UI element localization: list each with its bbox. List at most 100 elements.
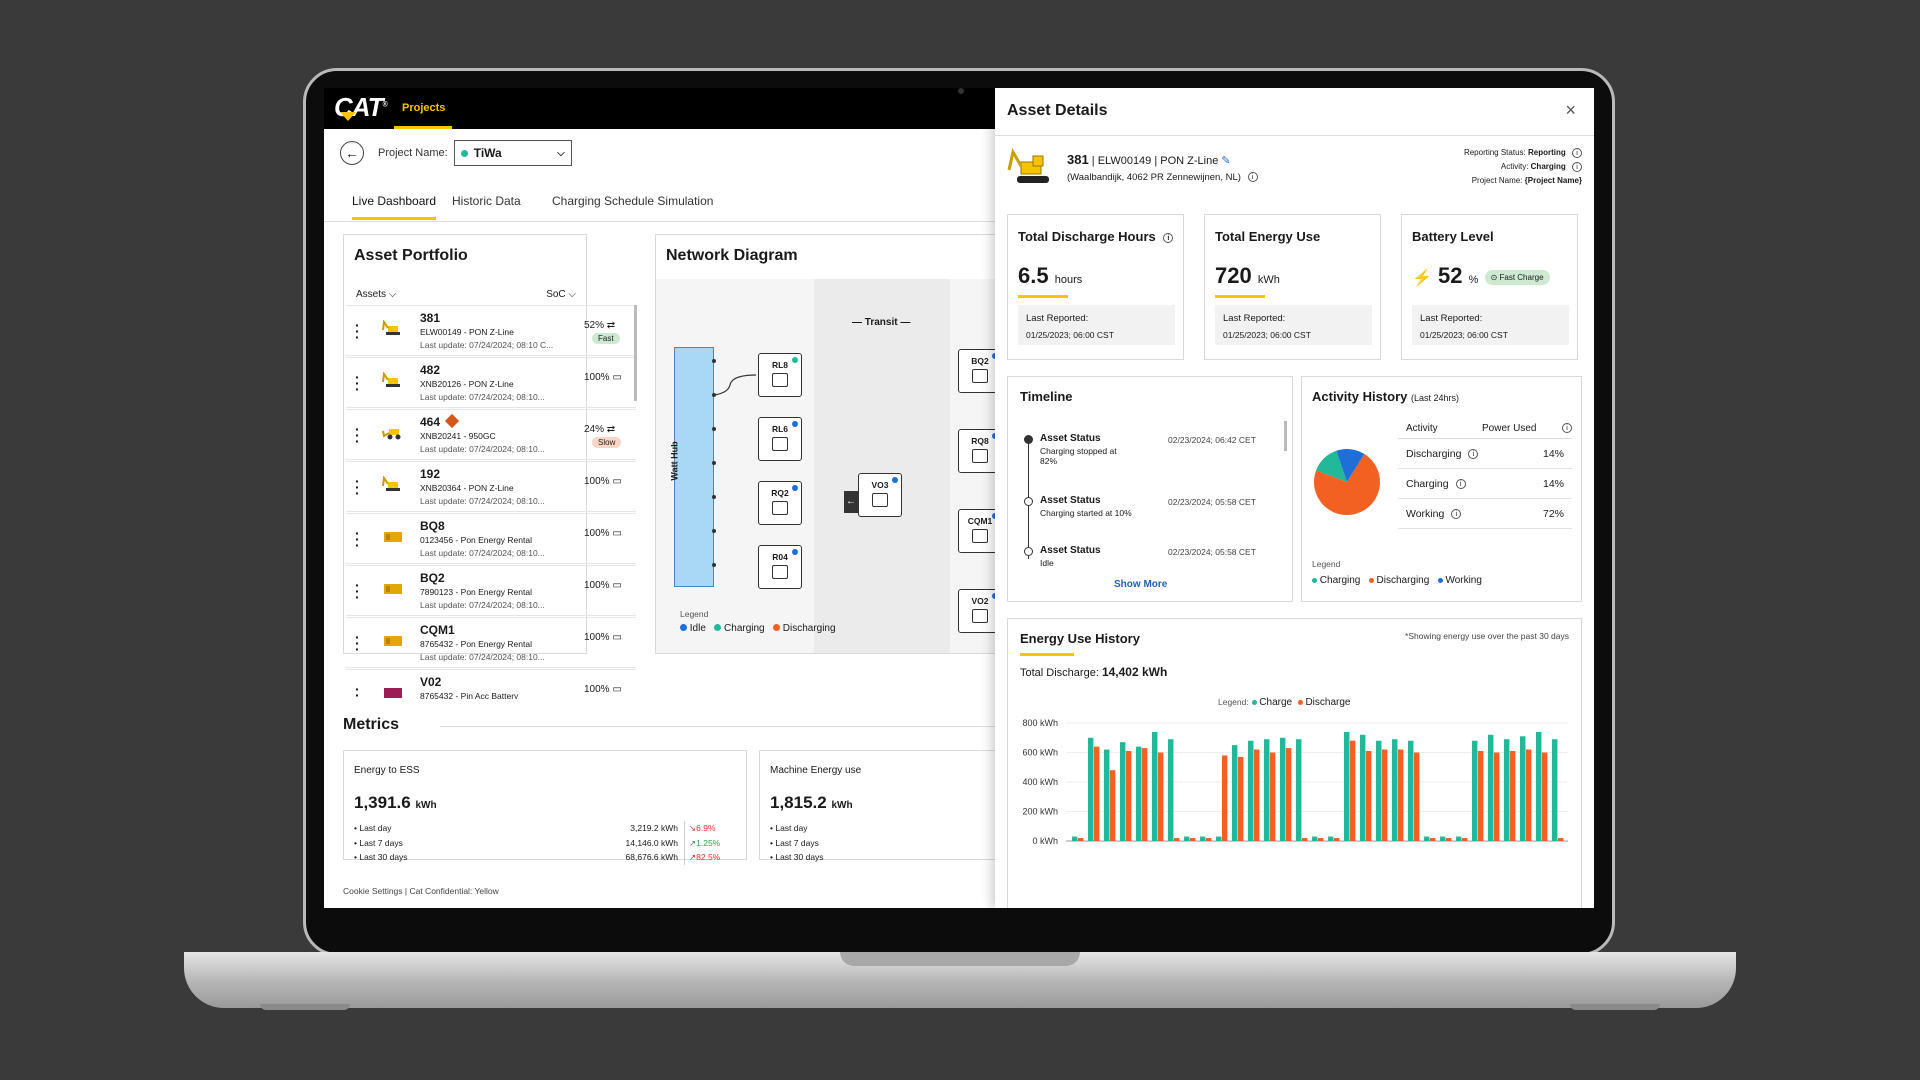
asset-list-scrollbar[interactable] [634, 305, 637, 401]
bar-charge[interactable] [1120, 742, 1126, 841]
arrow-left-icon[interactable]: ← [844, 491, 858, 513]
node-rl8[interactable]: RL8 [758, 353, 802, 397]
kebab-icon[interactable]: ··· [355, 421, 360, 449]
node-r04[interactable]: R04 [758, 545, 802, 589]
bar-charge[interactable] [1088, 737, 1094, 841]
bar-charge[interactable] [1072, 836, 1078, 841]
bar-discharge[interactable] [1125, 751, 1132, 841]
bar-discharge[interactable] [1349, 740, 1356, 841]
bar-discharge[interactable] [1109, 770, 1116, 841]
bar-discharge[interactable] [1365, 751, 1372, 841]
bar-charge[interactable] [1456, 836, 1462, 841]
bar-charge[interactable] [1408, 740, 1414, 841]
kebab-icon[interactable]: ··· [355, 577, 360, 605]
bar-discharge[interactable] [1157, 752, 1164, 842]
node-vo2[interactable]: VO2 [958, 589, 1002, 633]
bar-discharge[interactable] [1189, 838, 1196, 841]
bar-discharge[interactable] [1141, 748, 1148, 841]
project-select[interactable]: TiWa ⌵ [453, 140, 572, 166]
tab-live-dashboard[interactable]: Live Dashboard [352, 194, 437, 220]
asset-row[interactable]: · · · CQM1 8765432 - Pon Energy Rental Las… [346, 617, 636, 668]
footer-text[interactable]: Cookie Settings | Cat Confidential: Yell… [343, 886, 499, 896]
kebab-icon[interactable]: ··· [355, 525, 360, 553]
bar-discharge[interactable] [1237, 756, 1244, 841]
bar-charge[interactable] [1104, 749, 1110, 841]
info-icon[interactable]: i [1572, 147, 1582, 158]
info-icon[interactable]: i [1562, 423, 1572, 433]
bar-discharge[interactable] [1093, 746, 1100, 841]
bar-discharge[interactable] [1333, 838, 1340, 841]
asset-row[interactable]: · · · BQ2 7890123 - Pon Energy Rental Last… [346, 565, 636, 616]
bar-charge[interactable] [1488, 734, 1494, 841]
bar-charge[interactable] [1440, 836, 1446, 841]
bar-discharge[interactable] [1525, 749, 1532, 841]
edit-icon[interactable]: ✎ [1221, 155, 1231, 167]
bar-discharge[interactable] [1445, 838, 1452, 841]
node-vo3[interactable]: VO3 [858, 473, 902, 517]
bar-discharge[interactable] [1477, 751, 1484, 841]
bar-discharge[interactable] [1493, 752, 1500, 842]
bar-discharge[interactable] [1557, 838, 1564, 841]
close-icon[interactable]: × [1565, 100, 1576, 120]
bar-charge[interactable] [1248, 740, 1254, 841]
kebab-icon[interactable]: ··· [355, 681, 360, 699]
bar-discharge[interactable] [1253, 749, 1260, 841]
kebab-icon[interactable]: ··· [355, 629, 360, 657]
bar-charge[interactable] [1344, 731, 1350, 841]
bar-charge[interactable] [1552, 739, 1558, 841]
asset-row[interactable]: ··· V02 8765432 - Pin Acc Battery 100% ▭ [346, 669, 636, 699]
bar-charge[interactable] [1424, 836, 1430, 841]
bar-charge[interactable] [1280, 737, 1286, 841]
bar-discharge[interactable] [1397, 749, 1404, 841]
bar-charge[interactable] [1168, 739, 1174, 841]
bar-charge[interactable] [1264, 739, 1270, 841]
node-rl6[interactable]: RL6 [758, 417, 802, 461]
bar-charge[interactable] [1472, 740, 1478, 841]
bar-charge[interactable] [1184, 836, 1190, 841]
bar-charge[interactable] [1360, 734, 1366, 841]
bar-charge[interactable] [1312, 836, 1318, 841]
bar-discharge[interactable] [1509, 751, 1516, 841]
bar-discharge[interactable] [1461, 838, 1468, 841]
node-bq2[interactable]: BQ2 [958, 349, 1002, 393]
bar-charge[interactable] [1200, 836, 1206, 841]
bar-charge[interactable] [1152, 731, 1158, 841]
bar-discharge[interactable] [1413, 752, 1420, 842]
bar-charge[interactable] [1376, 740, 1382, 841]
info-icon[interactable]: i [1163, 232, 1174, 243]
bar-discharge[interactable] [1381, 749, 1388, 841]
nav-projects[interactable]: Projects [402, 102, 446, 114]
asset-row[interactable]: · · · BQ8 0123456 - Pon Energy Rental Last… [346, 513, 636, 564]
bar-charge[interactable] [1392, 739, 1398, 841]
info-icon[interactable]: i [1247, 172, 1258, 183]
bar-charge[interactable] [1536, 731, 1542, 841]
bar-charge[interactable] [1136, 746, 1142, 841]
kebab-icon[interactable]: ··· [355, 473, 360, 501]
asset-row[interactable]: · · · 482 XNB20126 - PON Z-Line Last updat… [346, 357, 636, 408]
bar-charge[interactable] [1296, 739, 1302, 841]
bar-charge[interactable] [1504, 739, 1510, 841]
show-more-link[interactable]: Show More [1114, 579, 1168, 590]
bar-discharge[interactable] [1205, 838, 1212, 841]
assets-sort[interactable]: Assets ⌵ [356, 289, 397, 300]
bar-charge[interactable] [1328, 836, 1334, 841]
node-cqm1[interactable]: CQM1 [958, 509, 1002, 553]
info-icon[interactable]: i [1572, 161, 1582, 172]
node-rq2[interactable]: RQ2 [758, 481, 802, 525]
asset-row[interactable]: · · · 464 XNB20241 - 950GC Last update: 07… [346, 409, 636, 460]
bar-charge[interactable] [1520, 736, 1526, 841]
bar-discharge[interactable] [1541, 752, 1548, 842]
bar-discharge[interactable] [1221, 755, 1228, 841]
kebab-icon[interactable]: ··· [355, 317, 360, 345]
timeline-scrollbar[interactable] [1284, 421, 1287, 451]
asset-row[interactable]: · · · 192 XNB20364 - PON Z-Line Last updat… [346, 461, 636, 512]
bar-discharge[interactable] [1317, 838, 1324, 841]
bar-charge[interactable] [1232, 745, 1238, 841]
soc-sort[interactable]: SoC ⌵ [546, 289, 576, 300]
bar-discharge[interactable] [1429, 838, 1436, 841]
bar-discharge[interactable] [1301, 838, 1308, 841]
back-arrow-icon[interactable]: ← [340, 141, 364, 165]
watt-hub[interactable]: Watt Hub [670, 347, 714, 587]
tab-historic-data[interactable]: Historic Data [452, 194, 521, 208]
bar-discharge[interactable] [1077, 838, 1084, 841]
